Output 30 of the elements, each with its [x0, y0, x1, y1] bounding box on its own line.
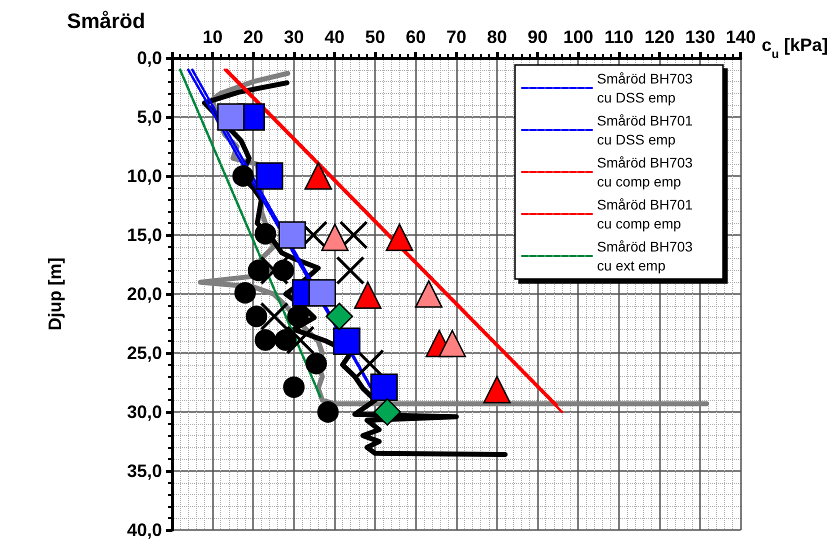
y-tick-label: 10,0: [126, 166, 162, 186]
x-tick-label: 40: [324, 27, 345, 47]
x-tick-label: 60: [406, 27, 426, 47]
y-tick-label: 20,0: [126, 284, 162, 304]
x-tick-label: 10: [202, 27, 223, 47]
x-tick-label: 100: [563, 27, 594, 47]
x-tick-label: 120: [644, 27, 675, 47]
x-tick-label: 30: [284, 27, 304, 47]
x-tick-label: 110: [604, 27, 634, 47]
x-tick-label: 140: [726, 27, 756, 47]
x-tick-label: 20: [243, 27, 264, 47]
legend-label: Småröd BH703 cu comp emp: [597, 154, 697, 190]
y-axis-title: Djup [m]: [45, 258, 65, 330]
x-tick-label: 70: [446, 27, 466, 47]
y-tick-label: 5,0: [136, 107, 162, 127]
x-tick-label: 50: [365, 27, 386, 47]
y-tick-label: 0,0: [136, 48, 162, 68]
chart-title: Småröd: [67, 10, 146, 33]
y-tick-label: 35,0: [126, 461, 162, 481]
x-tick-label: 90: [528, 27, 548, 47]
x-tick-label: 130: [685, 27, 716, 47]
legend-label: Småröd BH701 cu DSS emp: [597, 112, 697, 148]
y-tick-label: 30,0: [126, 402, 162, 422]
y-tick-label: 15,0: [126, 225, 162, 245]
y-tick-label: 25,0: [126, 343, 162, 363]
x-tick-label: 80: [486, 27, 507, 47]
legend-label: Småröd BH701 cu comp emp: [597, 196, 697, 232]
legend-label: Småröd BH703 cu DSS emp: [597, 70, 697, 106]
legend-label: Småröd BH703 cu ext emp: [597, 238, 697, 274]
y-tick-label: 40,0: [126, 520, 162, 540]
